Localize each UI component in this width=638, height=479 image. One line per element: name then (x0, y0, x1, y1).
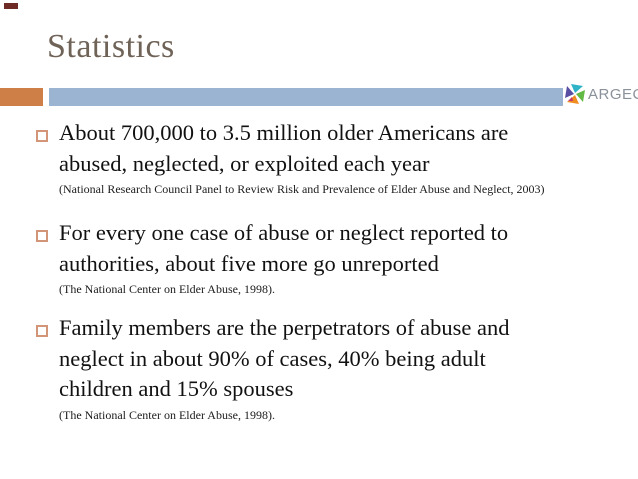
divider-orange-segment (0, 88, 43, 106)
bullet-citation: (The National Center on Elder Abuse, 199… (59, 407, 275, 422)
bullet-body: Family members are the perpetrators of a… (59, 313, 610, 422)
bullet-citation: (National Research Council Panel to Revi… (59, 182, 545, 196)
title-divider (0, 88, 638, 106)
bullet-body: About 700,000 to 3.5 million older Ameri… (59, 118, 610, 196)
bullet-square-icon (36, 325, 48, 337)
bullet-item-3: Family members are the perpetrators of a… (36, 313, 610, 422)
bullet-item-1: About 700,000 to 3.5 million older Ameri… (36, 118, 610, 196)
bullet-text: For every one case of abuse or neglect r… (59, 220, 509, 276)
corner-accent-mark (4, 3, 18, 9)
bullet-body: For every one case of abuse or neglect r… (59, 218, 610, 296)
bullet-square-icon (36, 230, 48, 242)
pinwheel-icon (565, 84, 585, 104)
bullet-item-2: For every one case of abuse or neglect r… (36, 218, 610, 296)
bullet-text: About 700,000 to 3.5 million older Ameri… (59, 120, 509, 176)
argec-logo: ARGEC (565, 83, 638, 105)
page-title: Statistics (47, 28, 175, 65)
divider-blue-segment (49, 88, 563, 106)
bullet-citation: (The National Center on Elder Abuse, 199… (59, 282, 275, 296)
bullet-text: Family members are the perpetrators of a… (59, 315, 510, 401)
bullet-square-icon (36, 130, 48, 142)
argec-logo-text: ARGEC (588, 85, 638, 103)
